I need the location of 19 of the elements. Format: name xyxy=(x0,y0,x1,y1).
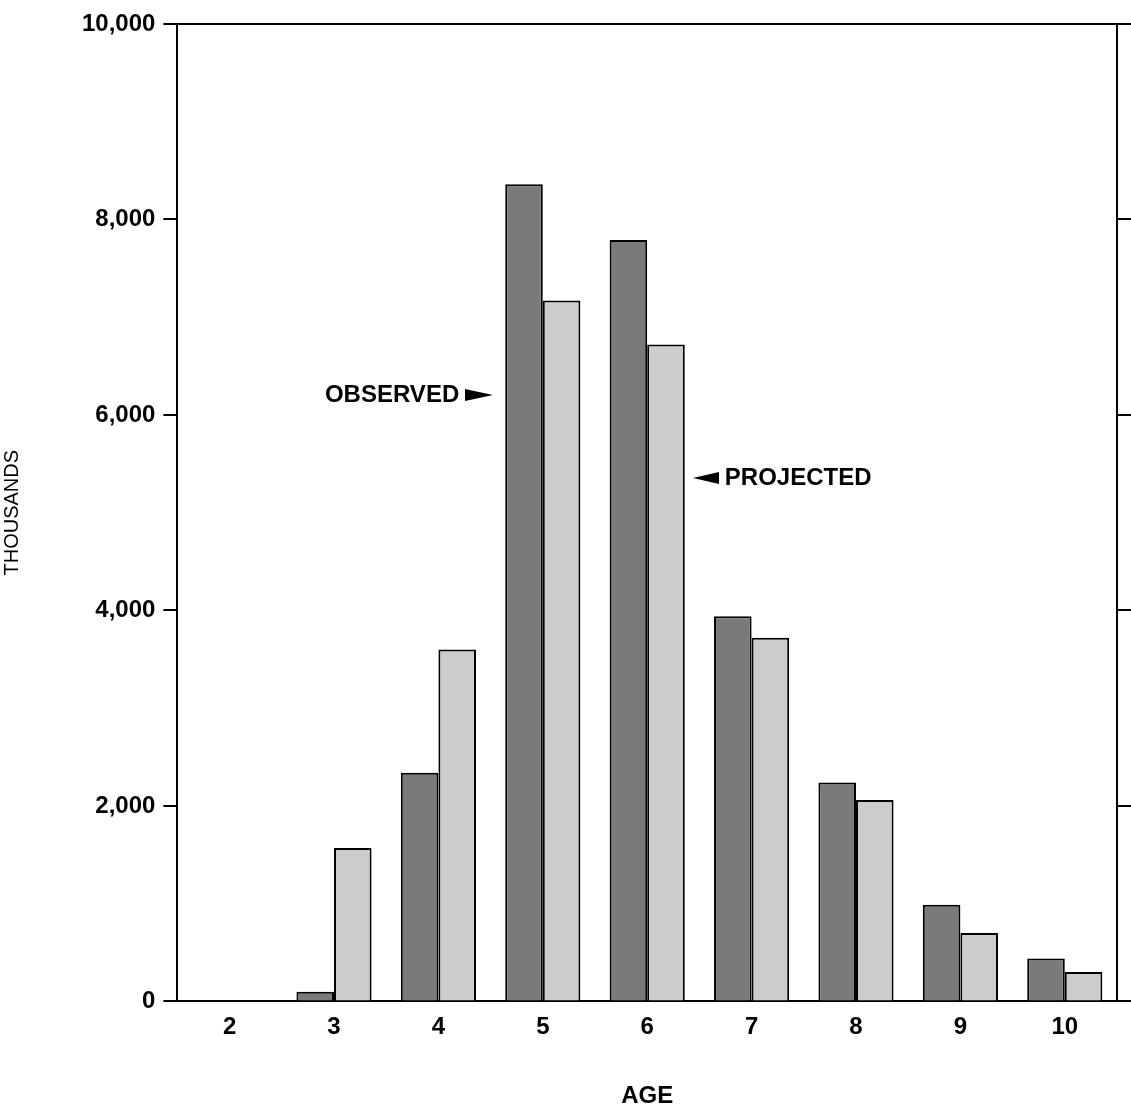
x-tick-label: 6 xyxy=(640,1012,654,1040)
x-tick-label: 2 xyxy=(222,1012,237,1040)
series-label: PROJECTED xyxy=(724,463,872,491)
y-tick-label: 4,000 xyxy=(95,595,156,623)
series-label: OBSERVED xyxy=(324,380,460,408)
x-tick-label: 7 xyxy=(744,1012,759,1040)
x-tick-label: 5 xyxy=(536,1012,550,1040)
x-tick-label: 4 xyxy=(431,1012,446,1040)
y-tick-label: 0 xyxy=(142,986,156,1014)
y-tick-label: 6,000 xyxy=(95,399,156,427)
x-tick-label: 3 xyxy=(327,1012,341,1040)
x-axis-title: AGE xyxy=(621,1081,674,1109)
y-tick-label: 10,000 xyxy=(82,8,156,36)
x-tick-label: 9 xyxy=(953,1012,968,1040)
x-tick-label: 8 xyxy=(849,1012,863,1040)
y-tick-label: 8,000 xyxy=(95,204,156,232)
y-axis-title: THOUSANDS xyxy=(0,449,22,576)
x-tick-label: 10 xyxy=(1051,1012,1079,1040)
y-tick-label: 2,000 xyxy=(95,790,156,818)
